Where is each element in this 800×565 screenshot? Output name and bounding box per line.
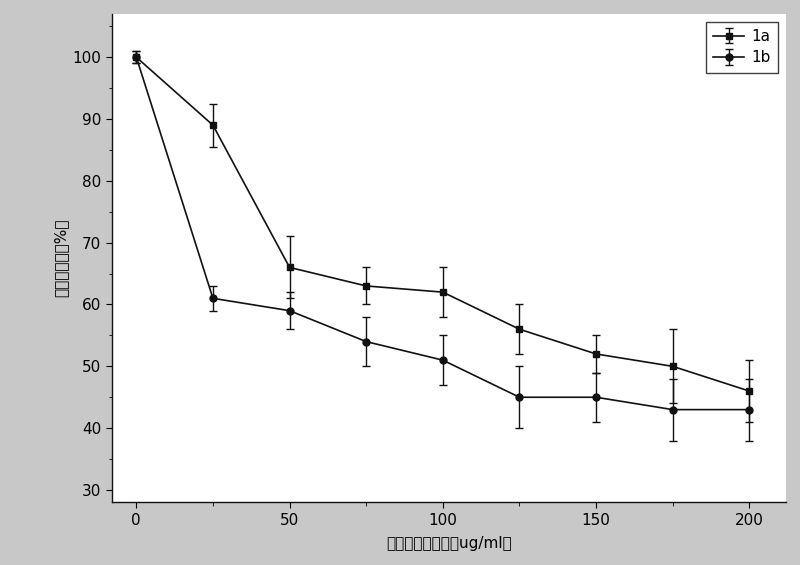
Y-axis label: 细胞存活率（%）: 细胞存活率（%）	[54, 219, 69, 297]
Legend: 1a, 1b: 1a, 1b	[706, 21, 778, 73]
X-axis label: 阳离子脂质浓度（ug/ml）: 阳离子脂质浓度（ug/ml）	[386, 536, 512, 551]
